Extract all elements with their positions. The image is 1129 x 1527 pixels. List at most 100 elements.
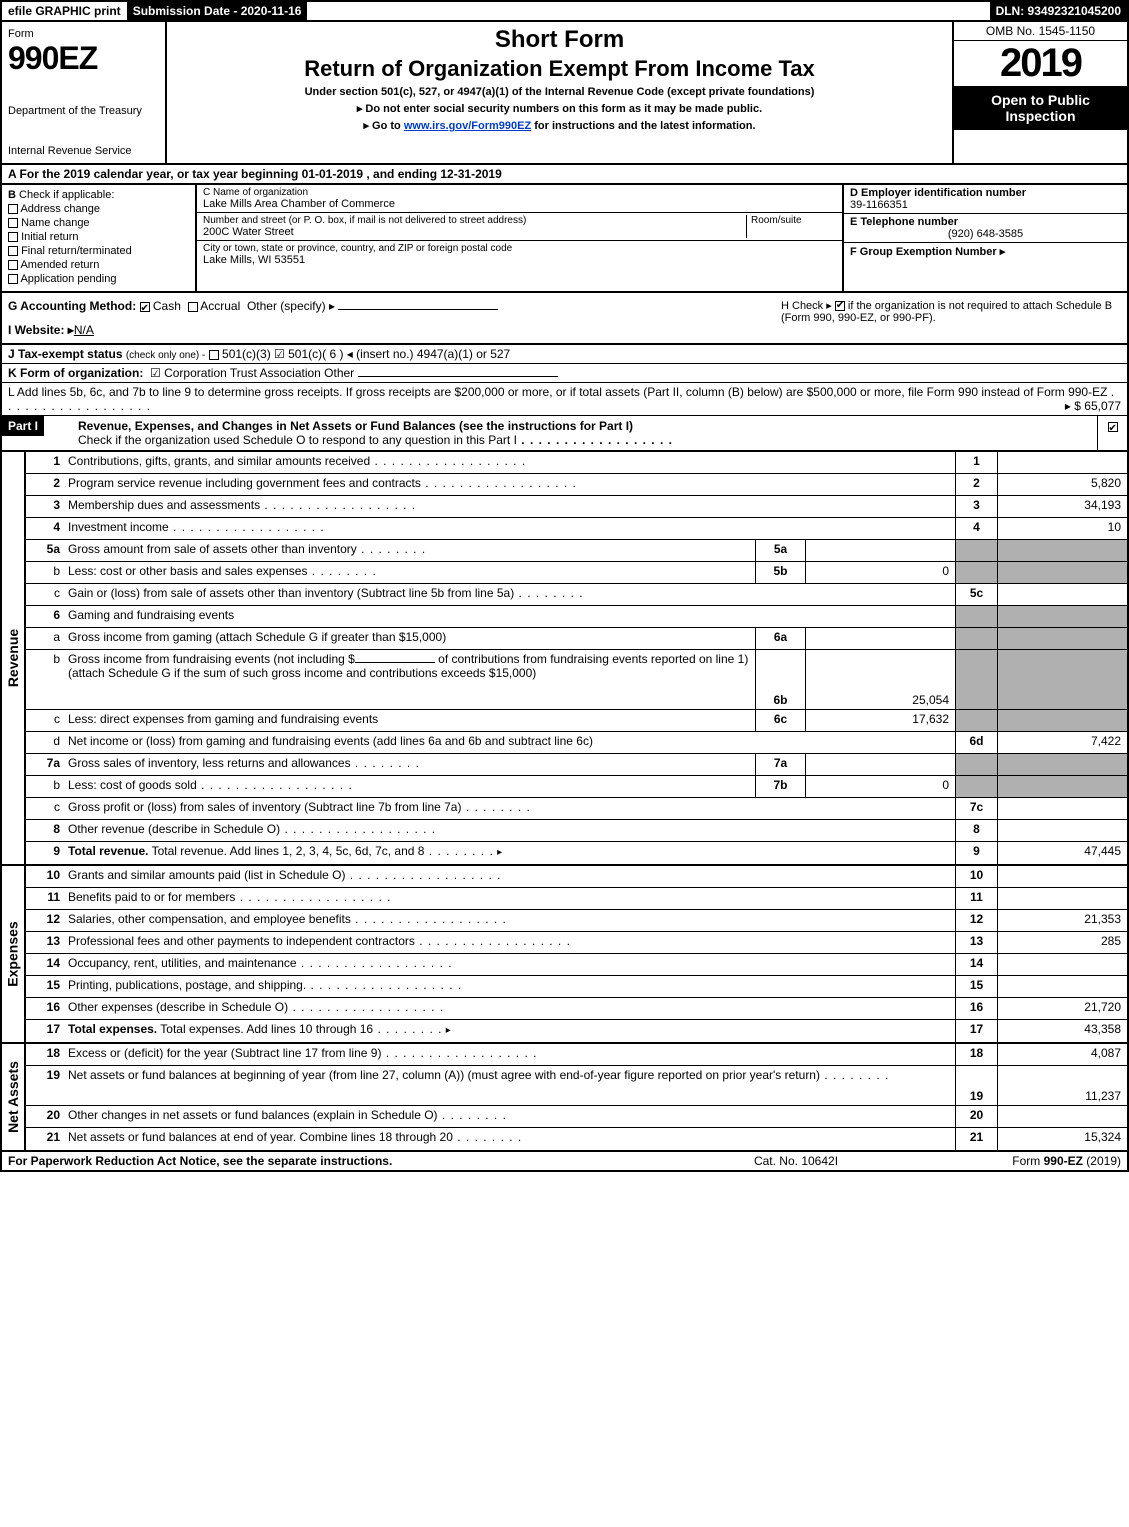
amt-3: 34,193 xyxy=(997,496,1127,517)
amt-5c xyxy=(997,584,1127,605)
chk-pending[interactable] xyxy=(8,274,18,284)
dln-label: DLN: 93492321045200 xyxy=(990,2,1127,20)
val-6a xyxy=(805,628,955,649)
amt-13: 285 xyxy=(997,932,1127,953)
other-org-input[interactable] xyxy=(358,376,558,377)
goto-post: for instructions and the latest informat… xyxy=(531,120,755,132)
org-info-block: B Check if applicable: Address change Na… xyxy=(0,185,1129,293)
chk-final-return[interactable] xyxy=(8,246,18,256)
net-assets-side-label: Net Assets xyxy=(2,1044,26,1150)
amt-18: 4,087 xyxy=(997,1044,1127,1065)
amt-11 xyxy=(997,888,1127,909)
catalog-no: Cat. No. 10642I xyxy=(671,1154,921,1168)
i-label: I Website: ▸ xyxy=(8,323,74,337)
part-i-title: Revenue, Expenses, and Changes in Net As… xyxy=(78,419,633,433)
top-bar: efile GRAPHIC print Submission Date - 20… xyxy=(0,0,1129,22)
amt-17: 43,358 xyxy=(997,1020,1127,1042)
org-name: Lake Mills Area Chamber of Commerce xyxy=(203,198,836,210)
amt-15 xyxy=(997,976,1127,997)
phone-value: (920) 648-3585 xyxy=(850,228,1121,240)
website-value: N/A xyxy=(74,323,94,337)
section-h: H Check ▸ if the organization is not req… xyxy=(781,299,1121,337)
page-footer: For Paperwork Reduction Act Notice, see … xyxy=(0,1152,1129,1172)
amt-2: 5,820 xyxy=(997,474,1127,495)
part-i-label: Part I xyxy=(2,416,44,436)
chk-address-change[interactable] xyxy=(8,204,18,214)
section-l: L Add lines 5b, 6c, and 7b to line 9 to … xyxy=(0,383,1129,416)
submission-date: Submission Date - 2020-11-16 xyxy=(127,2,308,20)
amt-14 xyxy=(997,954,1127,975)
c-city-label: City or town, state or province, country… xyxy=(203,243,836,254)
val-6b: 25,054 xyxy=(805,650,955,709)
chk-amended[interactable] xyxy=(8,260,18,270)
short-form-title: Short Form xyxy=(175,26,944,54)
amt-19: 11,237 xyxy=(997,1066,1127,1105)
irs-link[interactable]: www.irs.gov/Form990EZ xyxy=(404,120,531,132)
amt-4: 10 xyxy=(997,518,1127,539)
paperwork-notice: For Paperwork Reduction Act Notice, see … xyxy=(8,1154,671,1168)
b-label: Check if applicable: xyxy=(19,189,114,201)
part-i-check-text: Check if the organization used Schedule … xyxy=(78,433,517,447)
chk-name-change[interactable] xyxy=(8,218,18,228)
section-j: J Tax-exempt status (check only one) - 5… xyxy=(0,345,1129,364)
tax-period: A For the 2019 calendar year, or tax yea… xyxy=(0,165,1129,185)
amt-7c xyxy=(997,798,1127,819)
amt-16: 21,720 xyxy=(997,998,1127,1019)
other-method-input[interactable] xyxy=(338,309,498,310)
header-center: Short Form Return of Organization Exempt… xyxy=(167,22,952,163)
ssn-warning: ▸ Do not enter social security numbers o… xyxy=(175,102,944,115)
section-k: K Form of organization: ☑ Corporation Tr… xyxy=(0,364,1129,383)
header-left: Form 990EZ Department of the Treasury In… xyxy=(2,22,167,163)
goto-line: ▸ Go to www.irs.gov/Form990EZ for instru… xyxy=(175,119,944,132)
dept-treasury: Department of the Treasury xyxy=(8,105,159,117)
amt-1 xyxy=(997,452,1127,473)
return-title: Return of Organization Exempt From Incom… xyxy=(175,56,944,82)
g-label: G Accounting Method: xyxy=(8,299,136,313)
val-7a xyxy=(805,754,955,775)
amt-9: 47,445 xyxy=(997,842,1127,864)
form-number: 990EZ xyxy=(8,40,159,77)
chk-accrual[interactable] xyxy=(188,302,198,312)
expenses-side-label: Expenses xyxy=(2,866,26,1042)
efile-label[interactable]: efile GRAPHIC print xyxy=(2,2,127,20)
amt-6d: 7,422 xyxy=(997,732,1127,753)
section-c: C Name of organization Lake Mills Area C… xyxy=(197,185,842,291)
amt-21: 15,324 xyxy=(997,1128,1127,1150)
val-5b: 0 xyxy=(805,562,955,583)
val-6c: 17,632 xyxy=(805,710,955,731)
ein-value: 39-1166351 xyxy=(850,199,908,211)
chk-schedule-o[interactable] xyxy=(1108,422,1118,432)
c-addr-label: Number and street (or P. O. box, if mail… xyxy=(203,215,746,226)
form-header: Form 990EZ Department of the Treasury In… xyxy=(0,22,1129,165)
val-5a xyxy=(805,540,955,561)
header-right: OMB No. 1545-1150 2019 Open to Public In… xyxy=(952,22,1127,163)
f-label: F Group Exemption Number ▸ xyxy=(850,246,1005,258)
under-section: Under section 501(c), 527, or 4947(a)(1)… xyxy=(175,86,944,98)
gross-receipts: ▸ $ 65,077 xyxy=(1065,399,1121,413)
tax-year: 2019 xyxy=(954,41,1127,86)
amt-8 xyxy=(997,820,1127,841)
fundraising-contrib-input[interactable] xyxy=(355,662,435,663)
chk-501c3[interactable] xyxy=(209,350,219,360)
c-name-label: C Name of organization xyxy=(203,187,836,198)
chk-initial-return[interactable] xyxy=(8,232,18,242)
d-label: D Employer identification number xyxy=(850,187,1026,199)
val-7b: 0 xyxy=(805,776,955,797)
chk-cash[interactable] xyxy=(140,302,150,312)
chk-schedule-b[interactable] xyxy=(835,301,845,311)
org-city: Lake Mills, WI 53551 xyxy=(203,254,836,266)
form-word: Form xyxy=(8,28,159,40)
org-street: 200C Water Street xyxy=(203,226,746,238)
e-label: E Telephone number xyxy=(850,216,958,228)
amt-12: 21,353 xyxy=(997,910,1127,931)
amt-10 xyxy=(997,866,1127,887)
form-ref: Form 990-EZ (2019) xyxy=(921,1154,1121,1168)
room-suite-label: Room/suite xyxy=(746,215,836,238)
expenses-section: Expenses 10Grants and similar amounts pa… xyxy=(0,866,1129,1044)
revenue-section: Revenue 1Contributions, gifts, grants, a… xyxy=(0,452,1129,866)
omb-number: OMB No. 1545-1150 xyxy=(954,22,1127,41)
amt-20 xyxy=(997,1106,1127,1127)
dept-irs: Internal Revenue Service xyxy=(8,145,159,157)
revenue-side-label: Revenue xyxy=(2,452,26,864)
net-assets-section: Net Assets 18Excess or (deficit) for the… xyxy=(0,1044,1129,1152)
